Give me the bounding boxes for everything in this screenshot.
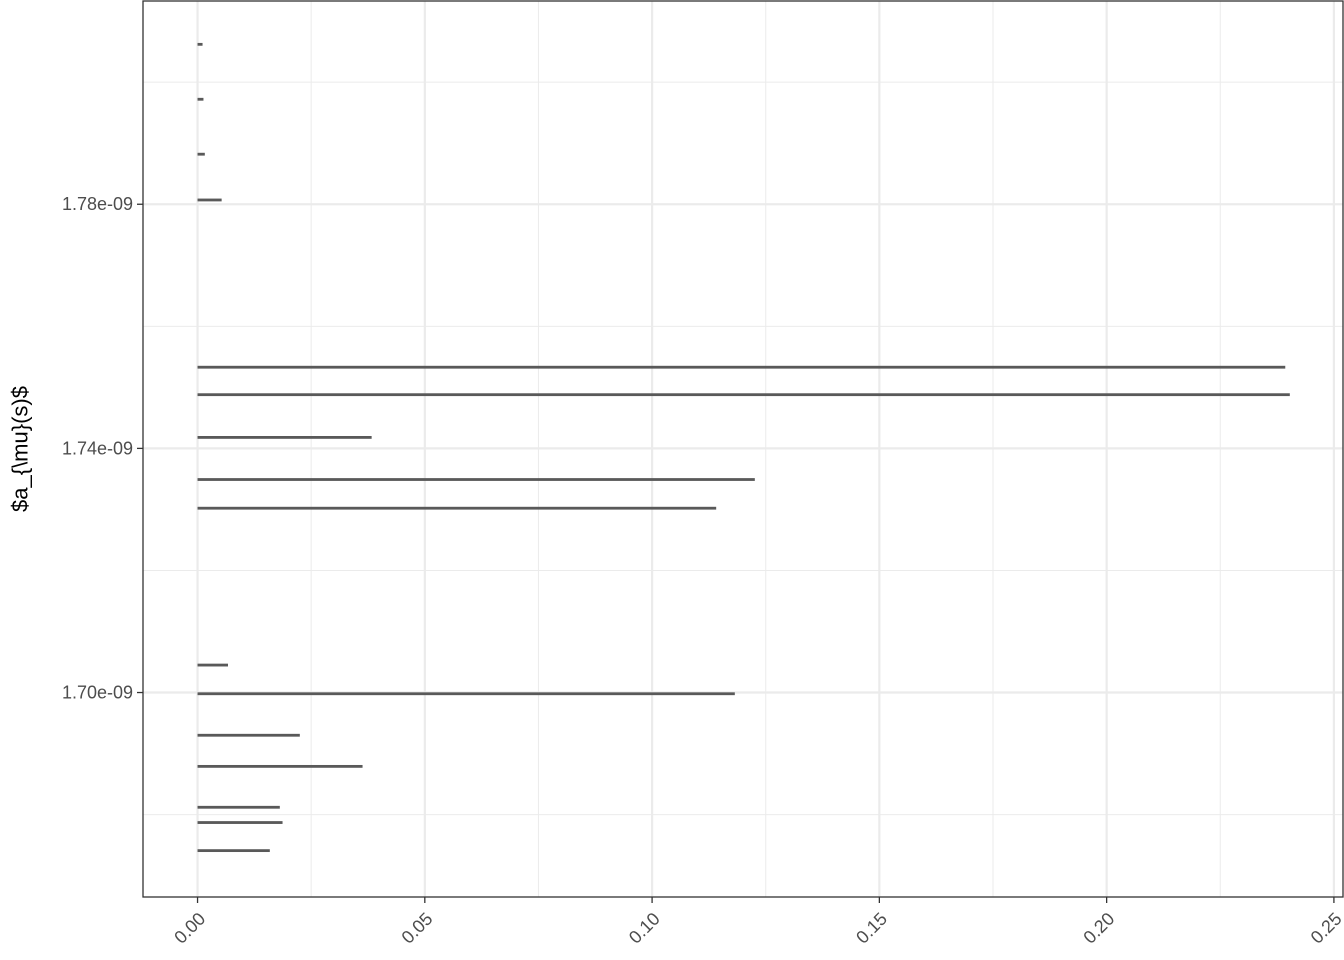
y-tick-label: 1.78e-09	[62, 194, 133, 214]
bar	[197, 821, 283, 824]
y-tick-label: 1.70e-09	[62, 683, 133, 703]
y-tick-label: 1.74e-09	[62, 438, 133, 458]
bar	[197, 198, 222, 202]
bar	[197, 805, 280, 809]
bar	[197, 393, 1290, 397]
bar	[197, 663, 228, 667]
y-axis-title: $a_{\mu}(s)$	[8, 386, 33, 512]
bar	[197, 733, 300, 737]
bar	[197, 478, 755, 481]
bar	[197, 365, 1286, 369]
bar	[197, 42, 203, 46]
bar	[197, 97, 204, 101]
bar	[197, 435, 372, 439]
bar	[197, 692, 735, 696]
bar	[197, 849, 270, 853]
bar-series	[197, 42, 1290, 853]
bar	[197, 506, 717, 510]
y-axis: 1.70e-09 1.74e-09 1.78e-09	[62, 194, 143, 703]
bar	[197, 152, 205, 156]
bar	[197, 764, 363, 768]
minor-gridlines	[143, 1, 1343, 897]
